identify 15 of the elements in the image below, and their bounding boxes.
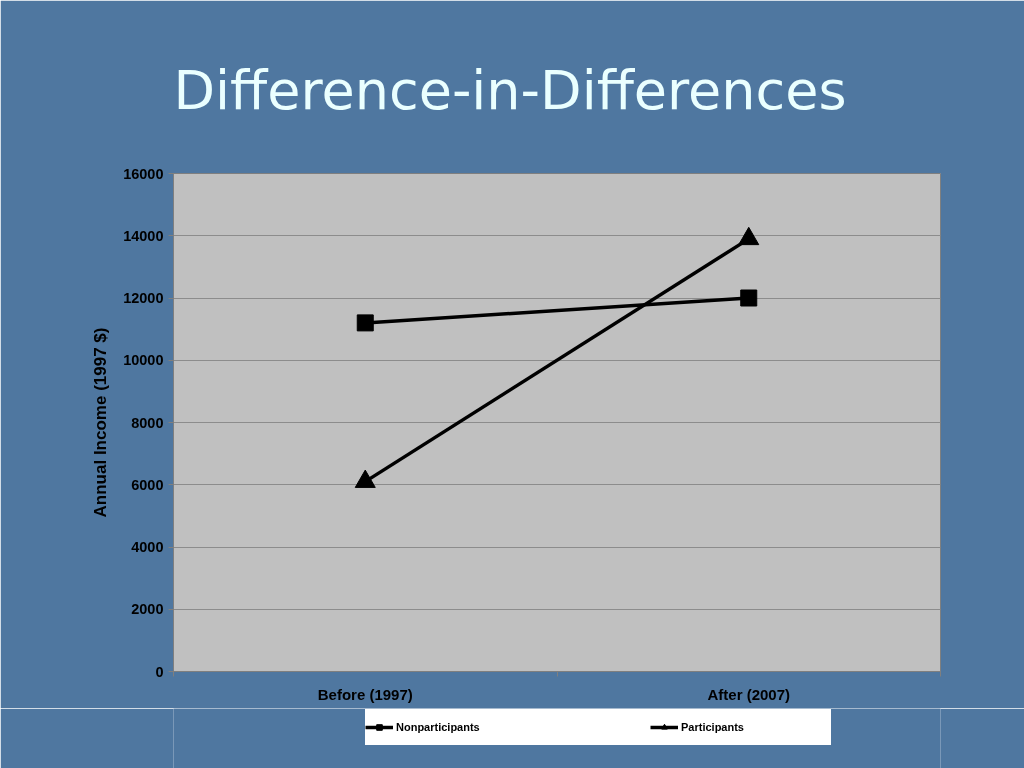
y-tick-label: 4000 (131, 539, 164, 555)
y-tick-label: 10000 (123, 352, 164, 369)
legend-label: Participants (681, 720, 745, 735)
y-tick-label: 16000 (123, 165, 164, 182)
y-axis-title: Annual Income (1997 $) (91, 327, 111, 518)
legend-label: Nonparticipants (396, 720, 481, 735)
y-tick-label: 2000 (131, 601, 164, 618)
x-tick-label: After (2007) (707, 685, 791, 703)
x-tick-label: Before (1997) (317, 685, 413, 703)
y-tick-label: 0 (155, 663, 164, 680)
y-tick-label: 14000 (123, 227, 164, 244)
chart-title: Difference-in-Differences (173, 58, 847, 122)
y-tick-label: 12000 (123, 290, 164, 306)
y-tick-label: 6000 (131, 476, 164, 493)
y-tick-label: 8000 (131, 414, 164, 431)
